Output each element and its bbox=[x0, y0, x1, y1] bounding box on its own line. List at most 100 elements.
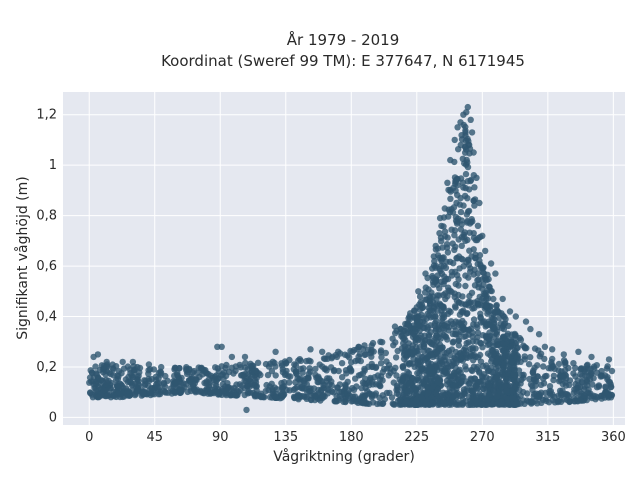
data-point bbox=[325, 386, 332, 393]
data-point bbox=[428, 370, 435, 377]
data-point bbox=[470, 234, 478, 241]
data-point bbox=[419, 304, 427, 311]
data-point bbox=[177, 386, 185, 393]
data-point bbox=[581, 366, 589, 373]
data-point bbox=[436, 230, 443, 237]
data-point bbox=[136, 369, 143, 376]
data-point bbox=[410, 349, 417, 356]
data-point bbox=[312, 371, 319, 379]
data-point bbox=[182, 381, 189, 388]
data-point bbox=[321, 355, 329, 363]
data-point bbox=[474, 222, 482, 229]
data-point bbox=[178, 374, 185, 382]
data-point bbox=[432, 264, 439, 271]
data-point bbox=[374, 372, 382, 379]
data-point bbox=[454, 399, 461, 406]
data-point bbox=[87, 389, 94, 396]
data-point bbox=[377, 360, 385, 367]
data-point bbox=[438, 256, 445, 263]
data-point bbox=[305, 375, 312, 382]
data-point bbox=[418, 375, 425, 382]
data-point bbox=[459, 399, 466, 407]
data-point bbox=[158, 363, 165, 371]
data-point bbox=[129, 358, 137, 366]
data-point bbox=[320, 393, 327, 400]
data-point bbox=[435, 302, 442, 309]
data-point bbox=[468, 325, 475, 332]
data-point bbox=[473, 174, 480, 181]
data-point bbox=[388, 394, 396, 401]
data-point bbox=[445, 186, 452, 194]
data-point bbox=[489, 400, 497, 407]
data-point bbox=[316, 361, 323, 368]
data-points bbox=[86, 103, 616, 414]
data-point bbox=[230, 370, 237, 377]
data-point bbox=[509, 395, 516, 402]
data-point bbox=[184, 388, 191, 396]
data-point bbox=[145, 367, 152, 374]
data-point bbox=[487, 307, 494, 314]
data-point bbox=[379, 392, 386, 399]
data-point bbox=[492, 330, 499, 337]
y-tick-label: 0,2 bbox=[36, 360, 57, 375]
data-point bbox=[390, 342, 397, 349]
data-point bbox=[390, 379, 397, 386]
data-point bbox=[504, 330, 512, 337]
data-point bbox=[447, 195, 454, 202]
data-point bbox=[441, 228, 449, 235]
data-point bbox=[503, 387, 510, 394]
data-point bbox=[360, 400, 367, 407]
data-point bbox=[511, 332, 518, 339]
data-point bbox=[430, 281, 437, 288]
data-point bbox=[505, 353, 512, 360]
data-point bbox=[467, 177, 474, 185]
data-point bbox=[401, 349, 408, 357]
data-point bbox=[443, 381, 451, 388]
data-point bbox=[480, 385, 487, 393]
data-point bbox=[176, 365, 183, 372]
data-point bbox=[479, 344, 486, 351]
data-point bbox=[582, 372, 589, 379]
data-point bbox=[533, 390, 540, 397]
data-point bbox=[436, 341, 444, 348]
data-point bbox=[466, 229, 473, 236]
data-point bbox=[219, 381, 227, 388]
data-point bbox=[406, 360, 413, 367]
data-point bbox=[463, 385, 470, 392]
data-point bbox=[464, 310, 471, 317]
data-point bbox=[198, 389, 205, 396]
data-point bbox=[409, 375, 416, 382]
data-point bbox=[527, 325, 534, 333]
data-point bbox=[100, 369, 107, 376]
data-point bbox=[470, 316, 478, 323]
data-point bbox=[487, 352, 494, 359]
data-point bbox=[272, 348, 279, 355]
data-point bbox=[124, 387, 132, 394]
data-point bbox=[499, 295, 506, 303]
data-point bbox=[103, 392, 110, 400]
data-point bbox=[503, 376, 510, 383]
data-point bbox=[421, 289, 429, 296]
data-point bbox=[107, 370, 114, 378]
data-point bbox=[447, 287, 454, 294]
data-point bbox=[243, 406, 250, 414]
data-point bbox=[444, 179, 451, 186]
data-point bbox=[470, 149, 477, 156]
data-point bbox=[174, 378, 181, 386]
data-point bbox=[437, 356, 444, 363]
data-point bbox=[308, 396, 315, 404]
data-point bbox=[242, 359, 249, 367]
data-point bbox=[405, 370, 413, 377]
data-point bbox=[188, 373, 195, 380]
data-point bbox=[249, 362, 256, 369]
y-tick-label: 0,8 bbox=[36, 209, 57, 224]
data-point bbox=[279, 384, 287, 391]
data-point bbox=[326, 375, 333, 382]
data-point bbox=[455, 146, 462, 153]
data-point bbox=[426, 365, 433, 372]
data-point bbox=[315, 390, 322, 397]
data-point bbox=[442, 369, 449, 376]
data-point bbox=[455, 282, 462, 289]
data-point bbox=[471, 184, 478, 191]
